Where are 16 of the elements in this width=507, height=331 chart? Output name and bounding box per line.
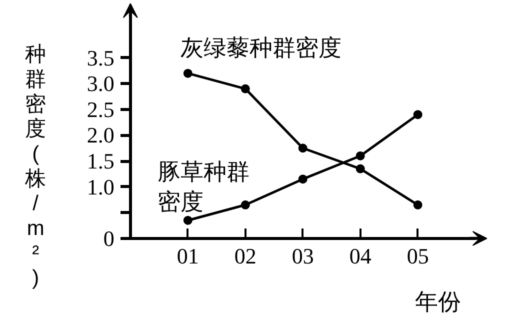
y-tick-label: 2.5 [86,96,114,122]
x-tick-label: 03 [292,243,314,268]
y-tick-label: 2.0 [86,122,114,148]
y-tick-label: 1.0 [86,174,114,200]
x-tick-label: 02 [234,243,256,268]
x-tick-label: 04 [349,243,372,268]
y-tick-label: 1.5 [86,148,114,174]
series-label: 豚草种群密度 [157,158,250,214]
x-tick-label: 05 [406,243,429,268]
series-label: 灰绿藜种群密度 [180,34,342,61]
y-tick-label: 3.0 [86,71,114,96]
y-tick-label: 3.5 [86,45,114,70]
x-tick-label: 01 [176,243,199,268]
y-tick-label: 0 [103,226,114,251]
text: 种群密度(株/m²) [25,43,46,290]
x-axis-title: 年份 [414,288,461,314]
